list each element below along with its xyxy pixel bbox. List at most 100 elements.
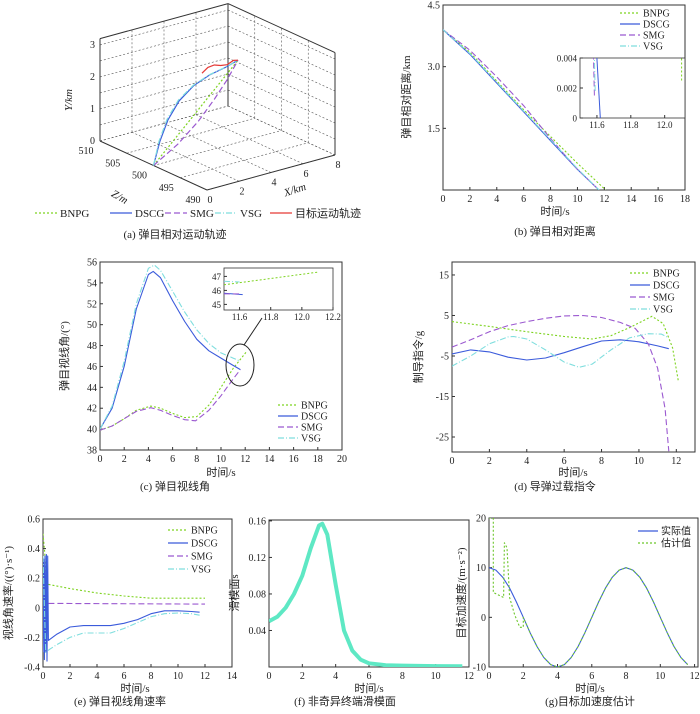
y-tick-label: 0.002: [557, 84, 577, 94]
legend-label: VSG: [653, 305, 673, 316]
x-tick-label: 4: [555, 671, 560, 682]
axis-edge: [99, 3, 229, 40]
series-line-VSG: [224, 280, 240, 283]
y-tick-label: -0.4: [24, 663, 40, 674]
y-tick-label: -15: [436, 392, 449, 403]
x-tick-label: 10: [634, 456, 644, 467]
x-axis-label: 时间/s: [540, 205, 569, 218]
x-tick-label: 12.0: [657, 120, 673, 130]
x-tick-label: 2: [521, 671, 526, 682]
y-tick-label: 15: [439, 270, 449, 281]
y-tick-label: 0.6: [28, 515, 41, 526]
series-group: [593, 58, 683, 118]
series-line-VSG: [443, 29, 600, 190]
x-tick-label: 12: [690, 671, 700, 682]
x-tick-label: 18: [680, 194, 690, 205]
series-line-SMG: [153, 59, 239, 166]
series-group: [452, 314, 679, 452]
legend-label: SMG: [190, 208, 214, 220]
series-line-s: [269, 521, 463, 667]
series-line-目标运动轨迹: [201, 59, 239, 74]
legend-label: DSCG: [191, 539, 218, 550]
x-tick-label: 4: [494, 194, 499, 205]
panel-caption: (g)目标加速度估计: [545, 694, 635, 708]
z-tick-label: 510: [79, 146, 94, 157]
y-tick-label: 42: [87, 404, 97, 415]
chart-panel-d: 0 2 4 6 8 10 12 -25 -15 -5 5 15 时间/s 制导指令/g (d) 导弹过载指令…: [411, 261, 696, 493]
legend-label: VSG: [191, 565, 211, 576]
x-tick-label: 2: [300, 671, 305, 682]
y-tick-label: 0.04: [249, 626, 267, 637]
y-tick-label: 0: [35, 603, 40, 614]
x-tick-label: 12: [671, 456, 681, 467]
series-line-估计值: [489, 518, 689, 667]
grid-line: [195, 114, 304, 165]
x-tick-label: 4: [95, 671, 100, 682]
y-axis-label: 弹目视线角/(°): [57, 321, 71, 391]
x-tick-label: 8: [336, 160, 341, 171]
y-tick-label: 40: [87, 425, 97, 436]
x-tick-label: 8: [149, 671, 154, 682]
x-tick-label: 6: [304, 169, 309, 180]
x-tick-label: 0: [450, 456, 455, 467]
x-tick-label: 10: [216, 454, 226, 465]
legend-label: SMG: [643, 31, 665, 42]
x-tick-label: 11.8: [263, 312, 279, 322]
x-tick-label: 10: [572, 194, 582, 205]
y-tick-label: 0: [573, 114, 578, 124]
legend-label: VSG: [643, 42, 663, 53]
legend-label: SMG: [301, 423, 323, 434]
y-tick-label: 4.5: [428, 1, 441, 12]
y-tick-label: 46: [212, 286, 222, 296]
y-tick-label: 2: [90, 72, 95, 83]
x-tick-label: 14: [626, 194, 636, 205]
series-line-BNPG: [43, 533, 205, 599]
y-tick-label: -5: [441, 351, 449, 362]
chart-panel-e: 0 2 4 6 8 10 12 14 -0.4 -0.2 0 0.2 0.4 0.6 时间/s 视线角速率/(…: [1, 515, 237, 709]
y-axis-label: 目标加速度/(m·s⁻²): [454, 547, 468, 638]
legend-label: 估计值: [661, 537, 691, 550]
x-tick-label: 2: [122, 454, 127, 465]
series-group: [43, 533, 206, 662]
legend-label: DSCG: [653, 281, 680, 292]
y-tick-label: 0.004: [557, 54, 578, 64]
legend-label: DSCG: [301, 412, 328, 423]
x-tick-label: 8: [599, 456, 604, 467]
series-line-SMG: [48, 602, 206, 605]
series-line-VSG: [43, 555, 200, 653]
z-tick-label: 505: [105, 158, 120, 169]
y-tick-label: 45: [212, 300, 222, 310]
series-line-VSG: [152, 59, 239, 166]
x-tick-label: 14: [227, 671, 237, 682]
legend-label: BNPG: [301, 401, 328, 412]
z-axis-label: Z/m: [109, 188, 130, 207]
series-line-VSG: [452, 333, 670, 368]
y-axis-label: 弹目相对距离/km: [399, 55, 413, 139]
x-axis-label: 时间/s: [575, 682, 604, 695]
series-line-SMG: [100, 369, 241, 431]
y-axis-label: 视线角速率/((°)·s⁻¹): [1, 546, 15, 640]
x-tick-label: 4: [146, 454, 151, 465]
legend-label: DSCG: [643, 20, 670, 31]
chart-panel-g: 0 2 4 6 8 10 12-1001020时间/s目标加速度/(m·s⁻²)(g)目标加…: [454, 514, 700, 709]
panel-caption: (c) 弹目视线角: [140, 479, 210, 493]
panel-caption: (b) 弹目相对距离: [514, 224, 596, 238]
y-tick-label: 20: [476, 514, 486, 525]
y-tick-label: 10: [476, 563, 486, 574]
plot-frame: [451, 261, 696, 453]
y-tick-label: 38: [87, 446, 97, 457]
x-tick-label: 2: [68, 671, 73, 682]
series-line-SMG: [593, 58, 595, 96]
legend-label: SMG: [191, 552, 213, 563]
y-tick-label: -25: [436, 433, 449, 444]
series-line-DSCG: [596, 58, 601, 118]
x-tick-label: 0: [208, 195, 213, 206]
inset-plot: 11.6 11.8 12.0 12.2 45 46 47: [212, 267, 341, 322]
y-tick-label: 50: [87, 320, 97, 331]
y-tick-label: 47: [212, 272, 222, 282]
grid-line: [163, 123, 272, 173]
